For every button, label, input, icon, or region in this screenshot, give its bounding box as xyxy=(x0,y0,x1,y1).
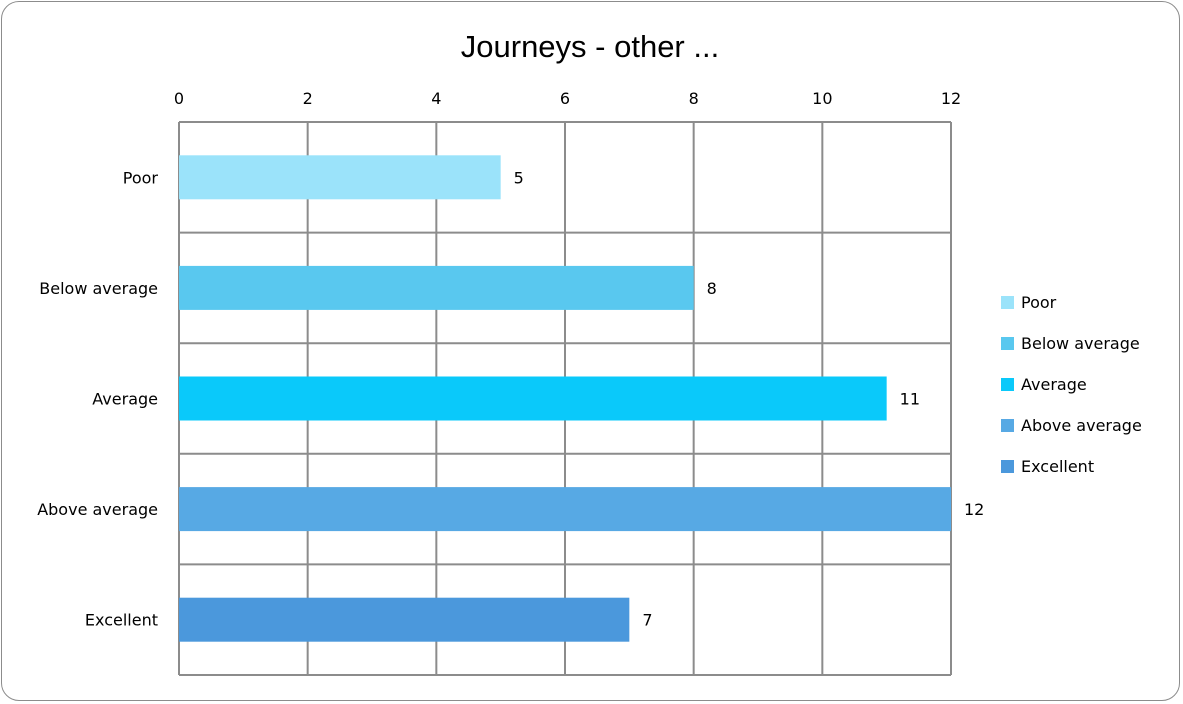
bar xyxy=(179,487,951,532)
category-label: Average xyxy=(92,390,158,409)
data-label: 11 xyxy=(900,390,920,409)
category-label: Excellent xyxy=(85,611,158,630)
bars xyxy=(179,155,951,642)
category-labels: Poor Below average Average Above average Exc… xyxy=(37,168,158,629)
bar xyxy=(179,597,630,642)
bar xyxy=(179,265,694,310)
data-label: 12 xyxy=(964,500,984,519)
bar xyxy=(179,155,501,200)
x-tick-label: 4 xyxy=(431,89,441,108)
legend-swatch xyxy=(1001,419,1014,432)
data-labels: 5 8 11 12 7 xyxy=(514,168,985,629)
legend-swatch xyxy=(1001,296,1014,309)
x-tick-label: 10 xyxy=(812,89,832,108)
legend-swatch xyxy=(1001,378,1014,391)
legend-entry: Poor xyxy=(1021,293,1057,312)
x-tick-label: 0 xyxy=(174,89,184,108)
legend: Poor Below average Average Above average Exc… xyxy=(1001,293,1142,476)
category-label: Poor xyxy=(123,168,159,187)
legend-entry: Excellent xyxy=(1021,457,1094,476)
data-label: 7 xyxy=(642,611,652,630)
x-tick-label: 6 xyxy=(560,89,570,108)
chart-title: Journeys - other ... xyxy=(461,29,719,64)
data-label: 5 xyxy=(514,168,524,187)
legend-entry: Average xyxy=(1021,375,1087,394)
category-label: Below average xyxy=(39,279,158,298)
x-tick-label: 12 xyxy=(941,89,961,108)
legend-entry: Below average xyxy=(1021,334,1140,353)
legend-entry: Above average xyxy=(1021,416,1142,435)
x-tick-label: 8 xyxy=(689,89,699,108)
category-label: Above average xyxy=(37,500,158,519)
legend-swatch xyxy=(1001,460,1014,473)
x-axis-ticks: 0 2 4 6 8 10 12 xyxy=(174,89,961,108)
data-label: 8 xyxy=(707,279,717,298)
bar xyxy=(179,376,887,421)
x-tick-label: 2 xyxy=(303,89,313,108)
legend-swatch xyxy=(1001,337,1014,350)
gridlines xyxy=(178,121,952,676)
